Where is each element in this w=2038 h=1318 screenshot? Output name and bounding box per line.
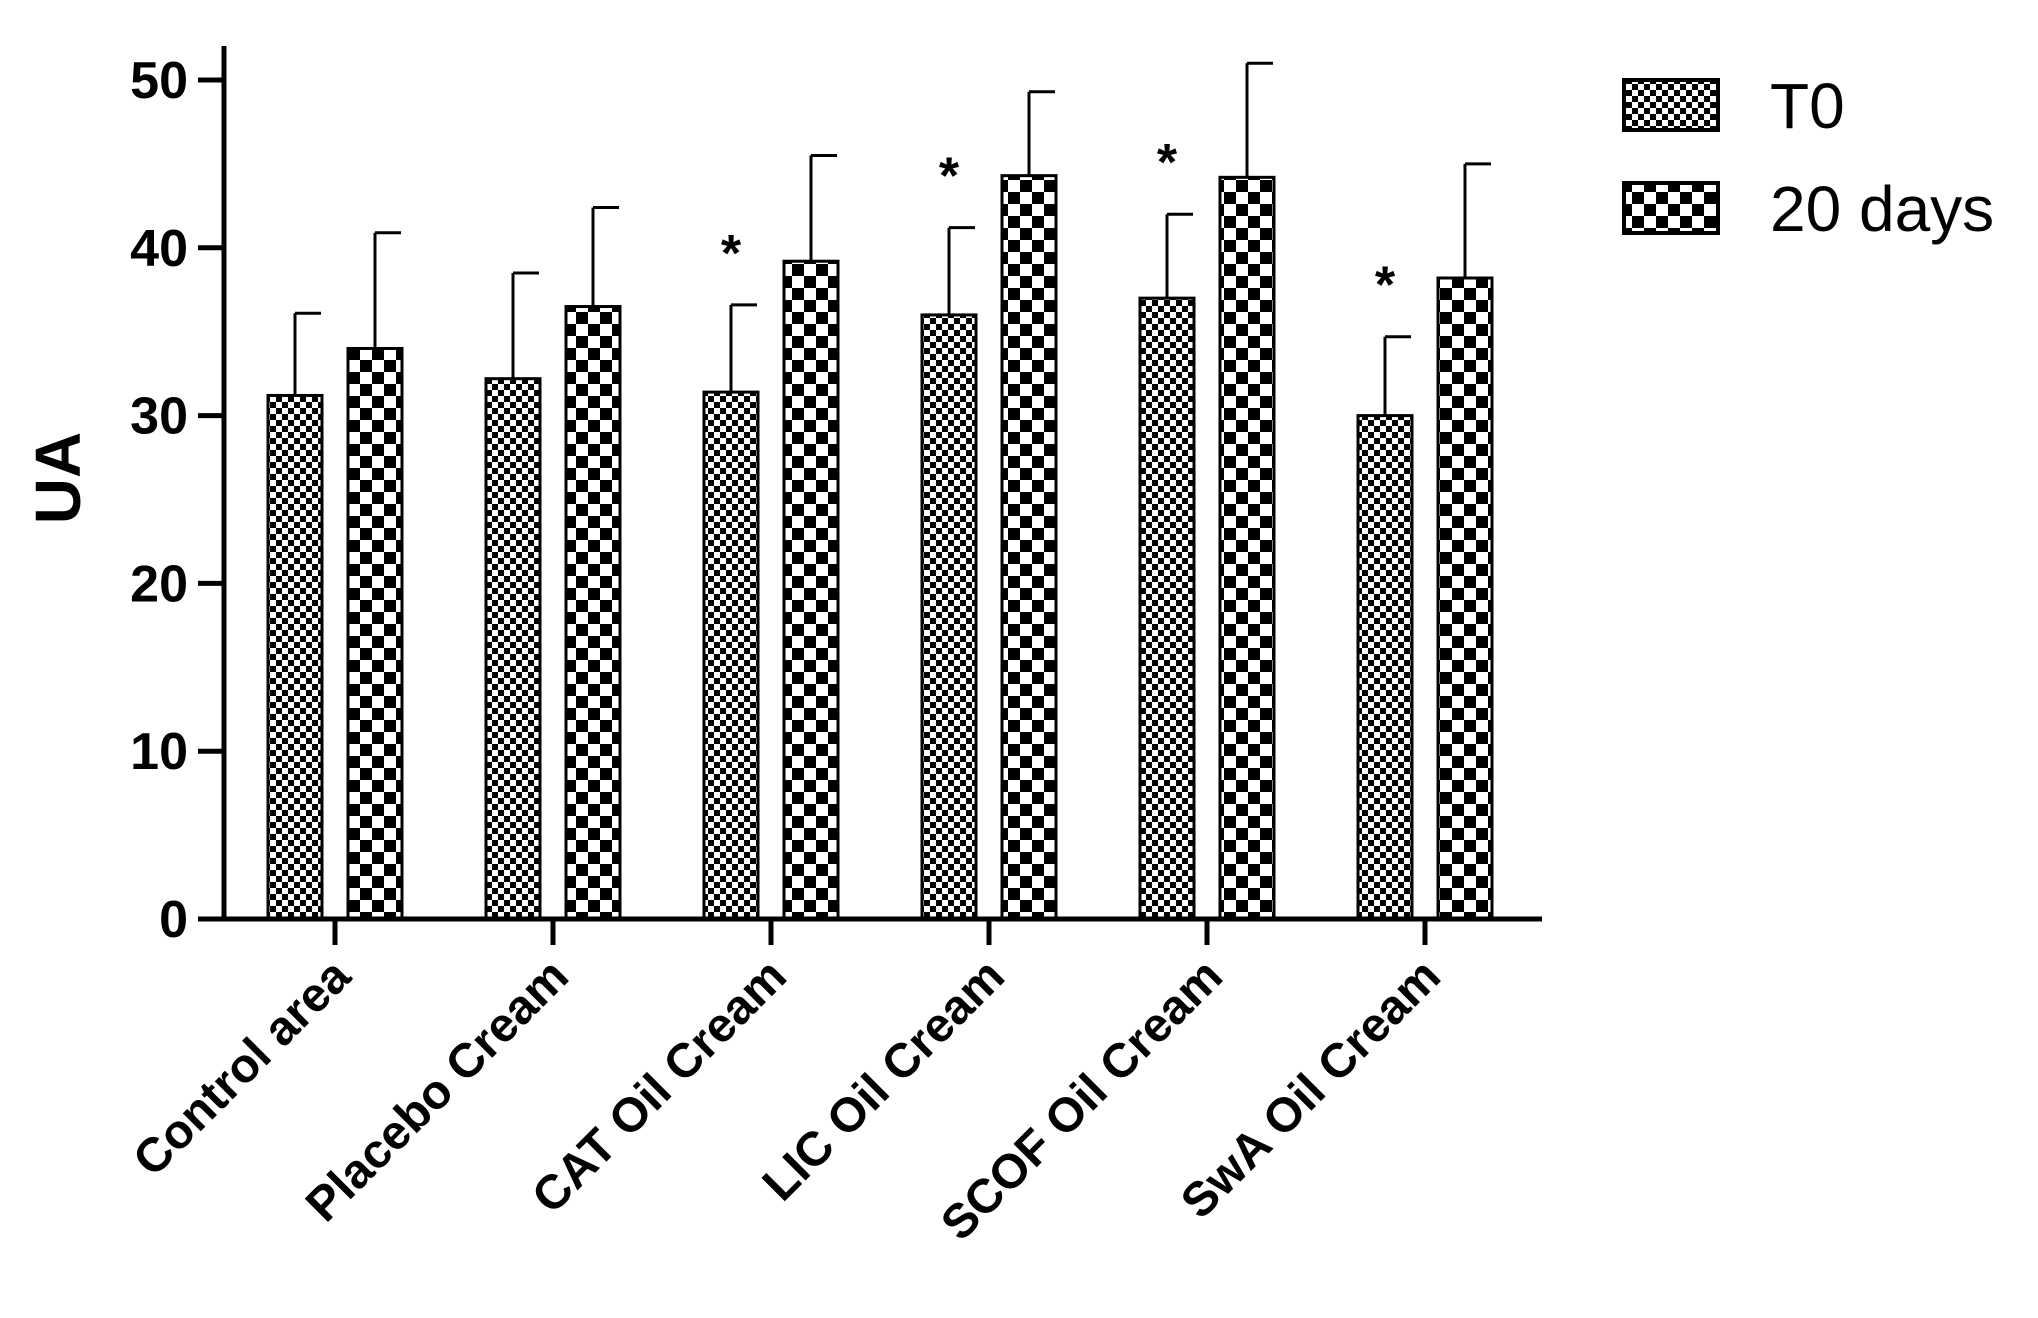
bar-20-days-lic-oil-cream xyxy=(1000,174,1058,921)
legend-label-t0: T0 xyxy=(1770,70,1845,142)
error-bars-layer xyxy=(293,61,1491,416)
bar-20-days-cat-oil-cream xyxy=(782,259,840,921)
significance-asterisk-swa-oil-cream: * xyxy=(1375,257,1396,315)
legend-label-20-days: 20 days xyxy=(1770,173,1994,245)
y-tick-label-30: 30 xyxy=(130,388,188,446)
bar-20-days-control-area xyxy=(346,346,404,921)
y-tick-label-20: 20 xyxy=(130,555,188,613)
legend-swatch-t0 xyxy=(1622,78,1720,132)
y-tick-label-50: 50 xyxy=(130,52,188,110)
significance-asterisk-lic-oil-cream: * xyxy=(939,148,960,206)
bar-20-days-placebo-cream xyxy=(564,305,622,921)
x-tick-label-control-area: Control area xyxy=(123,949,361,1187)
bar-t0-cat-oil-cream xyxy=(702,390,760,921)
annotations-layer: * * * * xyxy=(721,134,1396,314)
bar-20-days-scof-oil-cream xyxy=(1218,175,1276,921)
significance-asterisk-cat-oil-cream: * xyxy=(721,225,742,283)
bar-20-days-swa-oil-cream xyxy=(1436,276,1494,921)
y-tick-label-10: 10 xyxy=(130,723,188,781)
legend: T0 20 days xyxy=(1622,70,1994,245)
y-tick-label-40: 40 xyxy=(130,220,188,278)
legend-swatch-20-days xyxy=(1622,181,1720,235)
bar-t0-swa-oil-cream xyxy=(1356,414,1414,921)
bar-t0-placebo-cream xyxy=(484,377,542,921)
y-axis-ticks: 0 10 20 30 40 50 xyxy=(130,52,224,949)
bar-t0-scof-oil-cream xyxy=(1138,296,1196,921)
y-tick-label-0: 0 xyxy=(159,891,188,949)
bar-t0-control-area xyxy=(266,393,324,921)
significance-asterisk-scof-oil-cream: * xyxy=(1157,134,1178,192)
bars-layer xyxy=(266,174,1494,921)
y-axis-label: UA xyxy=(22,432,94,524)
bar-t0-lic-oil-cream xyxy=(920,313,978,921)
